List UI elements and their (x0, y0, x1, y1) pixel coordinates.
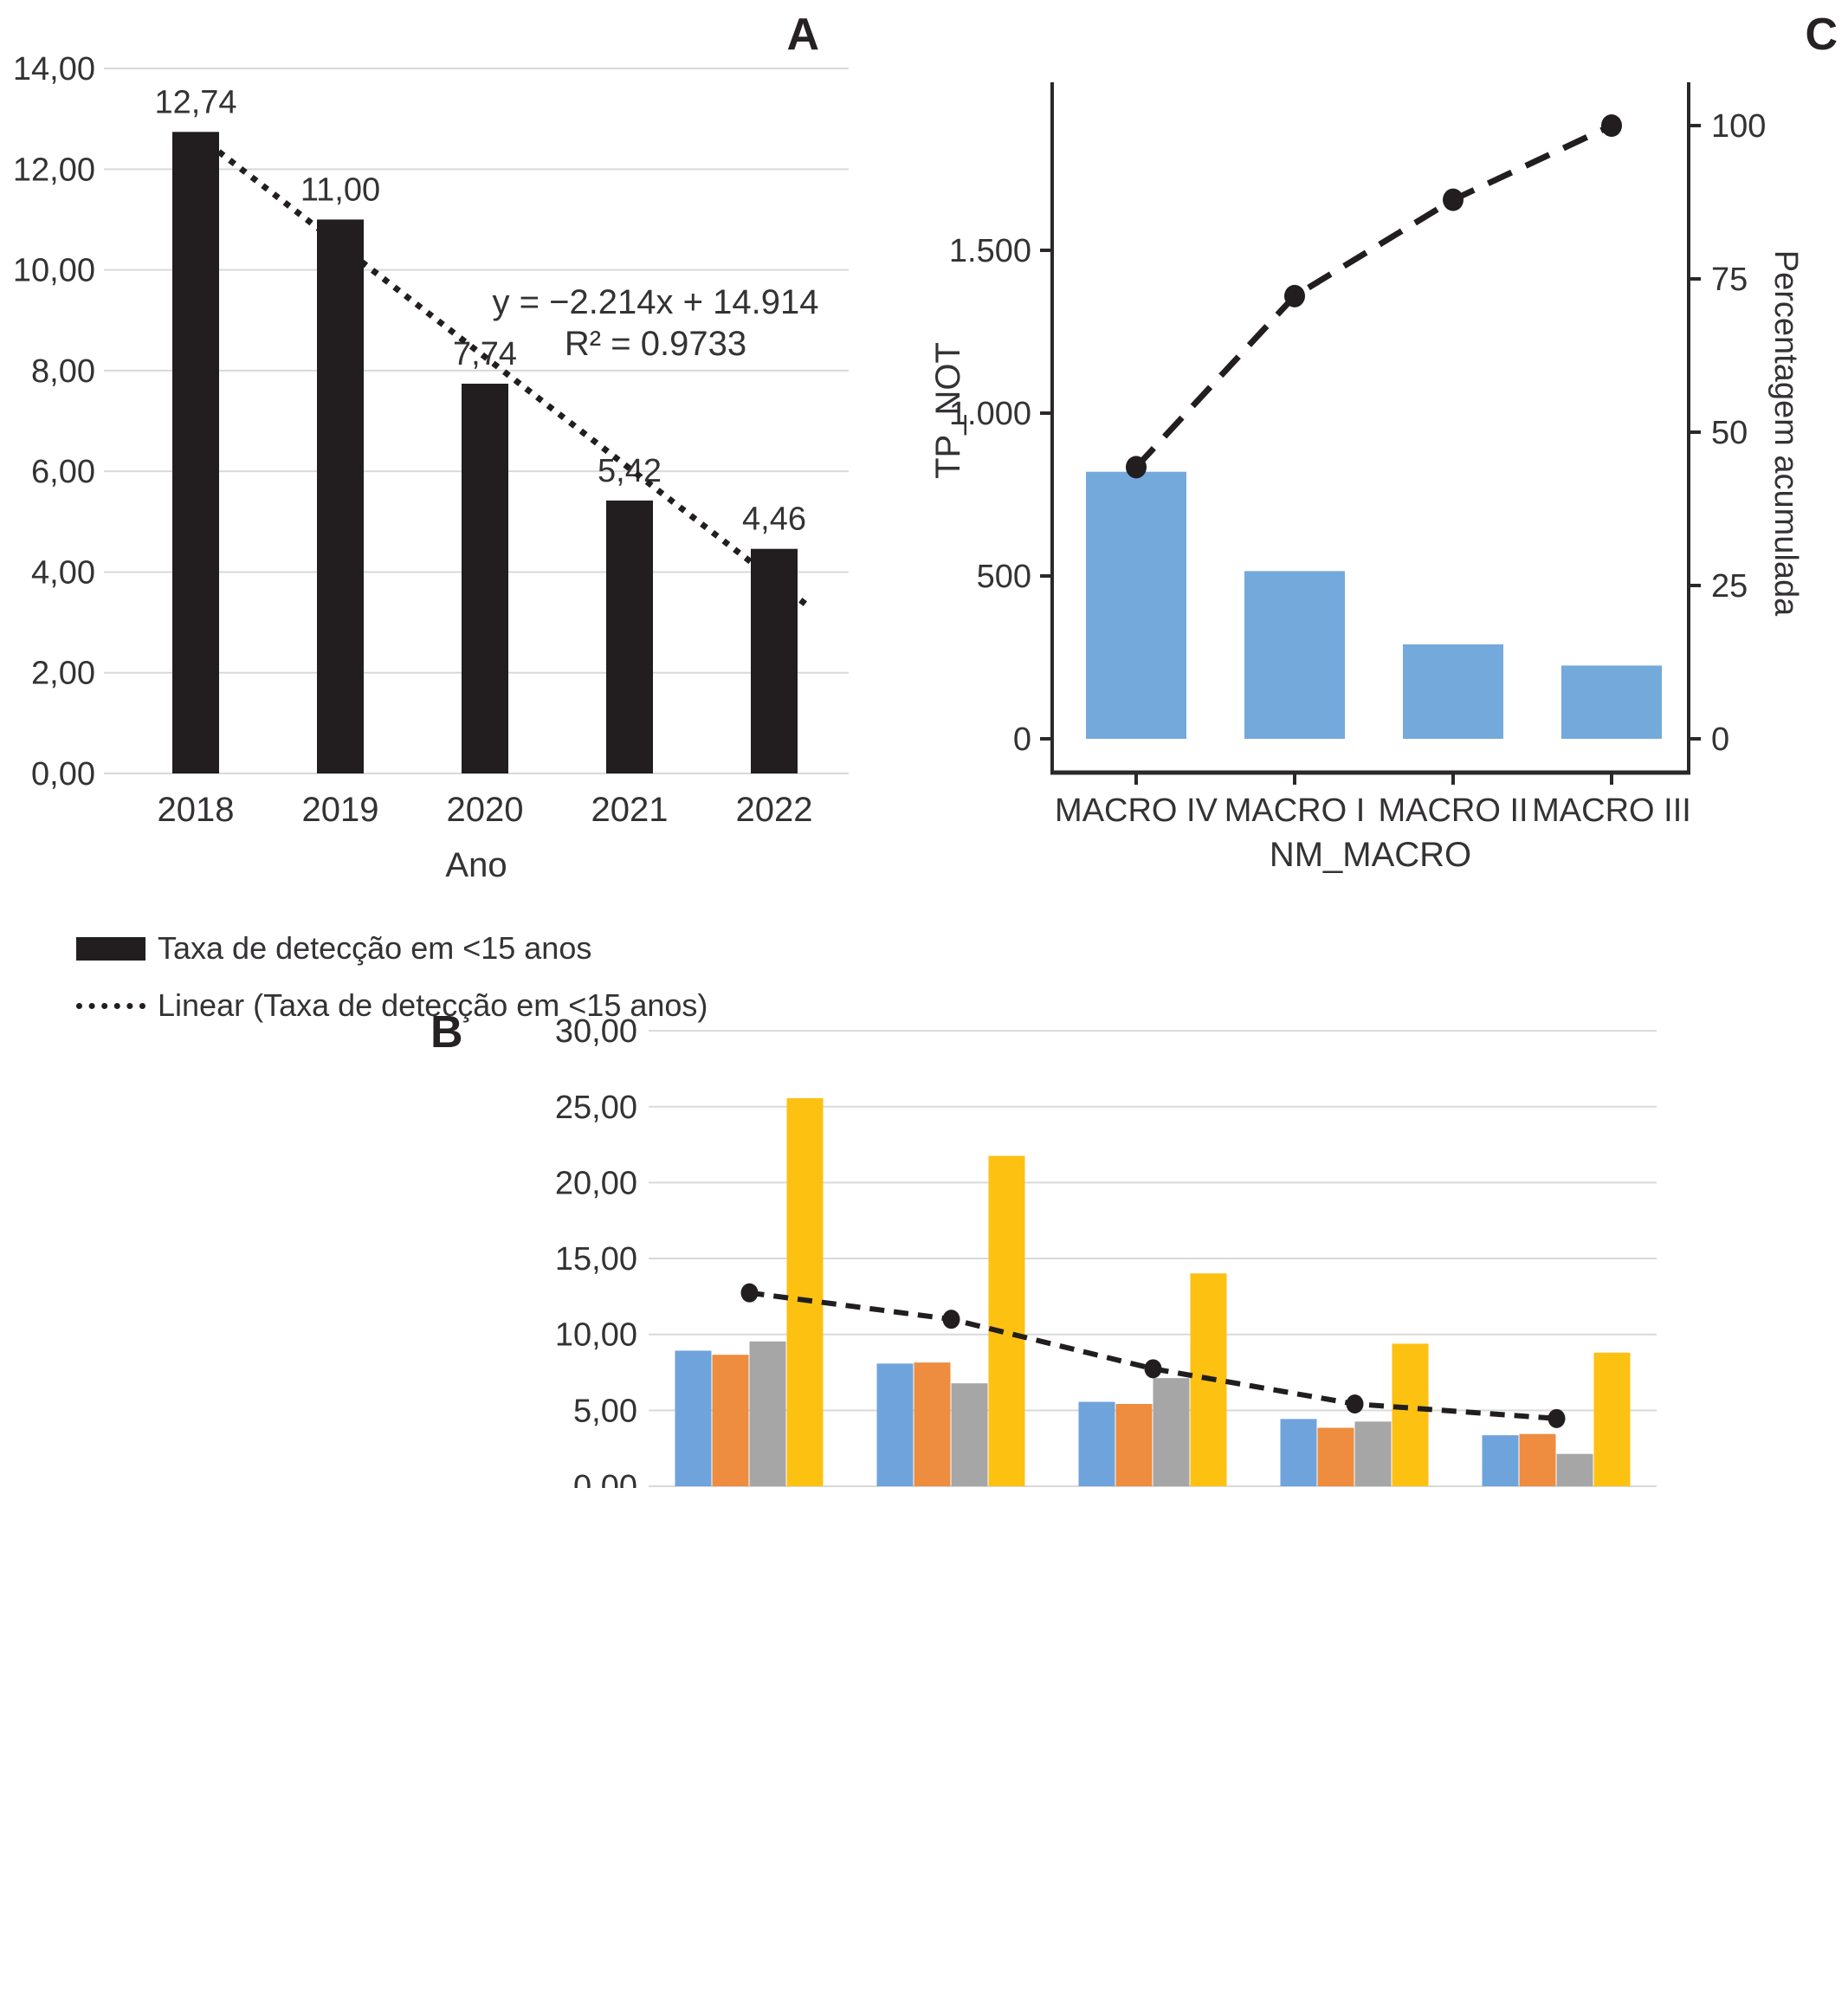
bar-orange (914, 1362, 951, 1486)
right-axis-tick-label: 75 (1711, 262, 1748, 298)
y-axis-tick-label: 8,00 (31, 353, 95, 390)
x-axis-tick-label: MACRO II (1378, 792, 1528, 829)
x-axis-tick-label: 2020 (447, 791, 524, 829)
x-axis-tick-label: MACRO I (1224, 792, 1366, 829)
trendline-equation: y = −2.214x + 14.914 (493, 283, 819, 321)
trendline (205, 140, 812, 610)
y-axis-tick-label: 4,00 (31, 554, 95, 591)
right-axis-tick-label: 50 (1711, 415, 1748, 451)
left-axis-tick-label: 0 (1013, 721, 1031, 758)
bar-blue (1482, 1435, 1519, 1486)
bar (1561, 665, 1662, 739)
bar-yellow (786, 1097, 824, 1486)
bar (1244, 571, 1345, 739)
panel-a-label: A (786, 10, 819, 60)
bar (172, 132, 219, 774)
chart-c-canvas: 0 500 1.000 1.500 0 25 50 75 100 MACRO IV MACRO I M… (929, 82, 1804, 874)
bar-orange (1519, 1433, 1556, 1486)
panel-c-label: C (1805, 10, 1838, 60)
right-axis-tick-label: 100 (1711, 108, 1766, 145)
bar-value-label: 11,00 (300, 171, 380, 208)
y-axis-tick-label: 12,00 (13, 152, 95, 188)
y-axis-tick-label: 0,00 (573, 1469, 637, 1488)
bar-yellow (988, 1155, 1025, 1486)
line-point (942, 1310, 960, 1329)
y-axis-tick-label: 10,00 (555, 1317, 637, 1354)
bar (1403, 644, 1503, 739)
panel-c: C 0 500 1.000 1.500 0 25 50 75 100 MACRO IV MACRO … (909, 0, 1848, 883)
line-point (1346, 1394, 1364, 1414)
bar-gray (1354, 1421, 1392, 1486)
legend-item-label: Linear (Taxa de detecção em <15 anos) (158, 987, 708, 1023)
line-point (1548, 1408, 1566, 1428)
bar-gray (951, 1383, 988, 1486)
bar-gray (1556, 1453, 1593, 1486)
bar-gray (1153, 1378, 1190, 1486)
x-axis-title: NM_MACRO (1270, 836, 1471, 874)
left-axis-tick-label: 500 (977, 559, 1031, 595)
x-axis-tick-label: 2018 (158, 791, 235, 829)
left-axis-tick-label: 1.500 (949, 233, 1031, 269)
bar (1086, 471, 1186, 739)
right-axis-tick-label: 25 (1711, 568, 1748, 605)
left-axis-title: TP_NOT (929, 342, 967, 479)
y-axis-tick-label: 30,00 (555, 1013, 637, 1050)
bar-value-label: 12,74 (154, 84, 236, 120)
bar-yellow (1593, 1352, 1631, 1486)
bar (751, 548, 798, 773)
right-axis-title: Percentagem acumulada (1767, 250, 1804, 617)
right-axis-tick-label: 0 (1711, 721, 1729, 758)
panel-a: A 0,00 2,00 4,00 6,00 8,00 10,00 12,00 14,00 12,… (0, 0, 901, 1039)
bar-orange (1317, 1427, 1354, 1486)
chart-a-legend: Taxa de detecção em <15 anos Linear (Tax… (76, 920, 856, 1034)
trendline-swatch (76, 1002, 145, 1009)
panel-b-label: B (430, 1007, 463, 1058)
x-axis-title: Ano (445, 846, 507, 884)
x-axis-tick-label: 2019 (302, 791, 379, 829)
y-axis-tick-label: 6,00 (31, 454, 95, 490)
chart-b-canvas: 0,00 5,00 10,00 15,00 20,00 25,00 30,00 (555, 1013, 1657, 1488)
y-axis-tick-label: 5,00 (573, 1393, 637, 1429)
cumulative-point (1443, 188, 1464, 211)
line-point (1144, 1359, 1162, 1379)
x-axis-tick-label: MACRO IV (1055, 792, 1218, 829)
cumulative-point (1601, 114, 1622, 137)
y-axis-tick-label: 15,00 (555, 1241, 637, 1278)
x-axis-tick-label: MACRO III (1532, 792, 1691, 829)
bar-blue (876, 1363, 914, 1486)
bar-orange (712, 1355, 749, 1486)
bar-gray (749, 1341, 786, 1486)
bar-blue (1078, 1401, 1115, 1486)
y-axis-tick-label: 0,00 (31, 756, 95, 792)
trendline-r2: R² = 0.9733 (565, 325, 746, 363)
line-point (740, 1283, 759, 1303)
y-axis-tick-label: 10,00 (13, 253, 95, 289)
bar-yellow (1392, 1343, 1429, 1486)
bar-blue (675, 1350, 712, 1486)
legend-item-label: Taxa de detecção em <15 anos (158, 930, 592, 966)
bar (317, 219, 364, 773)
y-axis-tick-label: 25,00 (555, 1090, 637, 1126)
legend-item-bar: Taxa de detecção em <15 anos (76, 920, 856, 977)
cumulative-point (1126, 456, 1147, 479)
y-axis-tick-label: 2,00 (31, 656, 95, 692)
bar (462, 383, 508, 773)
left-axis-tick-label: 1.000 (949, 396, 1031, 432)
state-line (749, 1290, 1557, 1421)
bar-blue (1280, 1419, 1317, 1486)
bar-series-swatch (76, 936, 145, 961)
cumulative-line (1134, 122, 1613, 469)
y-axis-tick-label: 14,00 (13, 51, 95, 87)
bar-orange (1115, 1403, 1153, 1486)
bar-value-label: 4,46 (742, 501, 806, 538)
x-axis-tick-label: 2021 (591, 791, 669, 829)
bar (606, 500, 653, 773)
x-axis-tick-label: 2022 (736, 791, 813, 829)
y-axis-tick-label: 20,00 (555, 1165, 637, 1201)
cumulative-point (1284, 284, 1305, 307)
chart-a-canvas: 0,00 2,00 4,00 6,00 8,00 10,00 12,00 14,00 12,74… (13, 51, 849, 884)
legend-item-linear: Linear (Taxa de detecção em <15 anos) (76, 977, 856, 1034)
